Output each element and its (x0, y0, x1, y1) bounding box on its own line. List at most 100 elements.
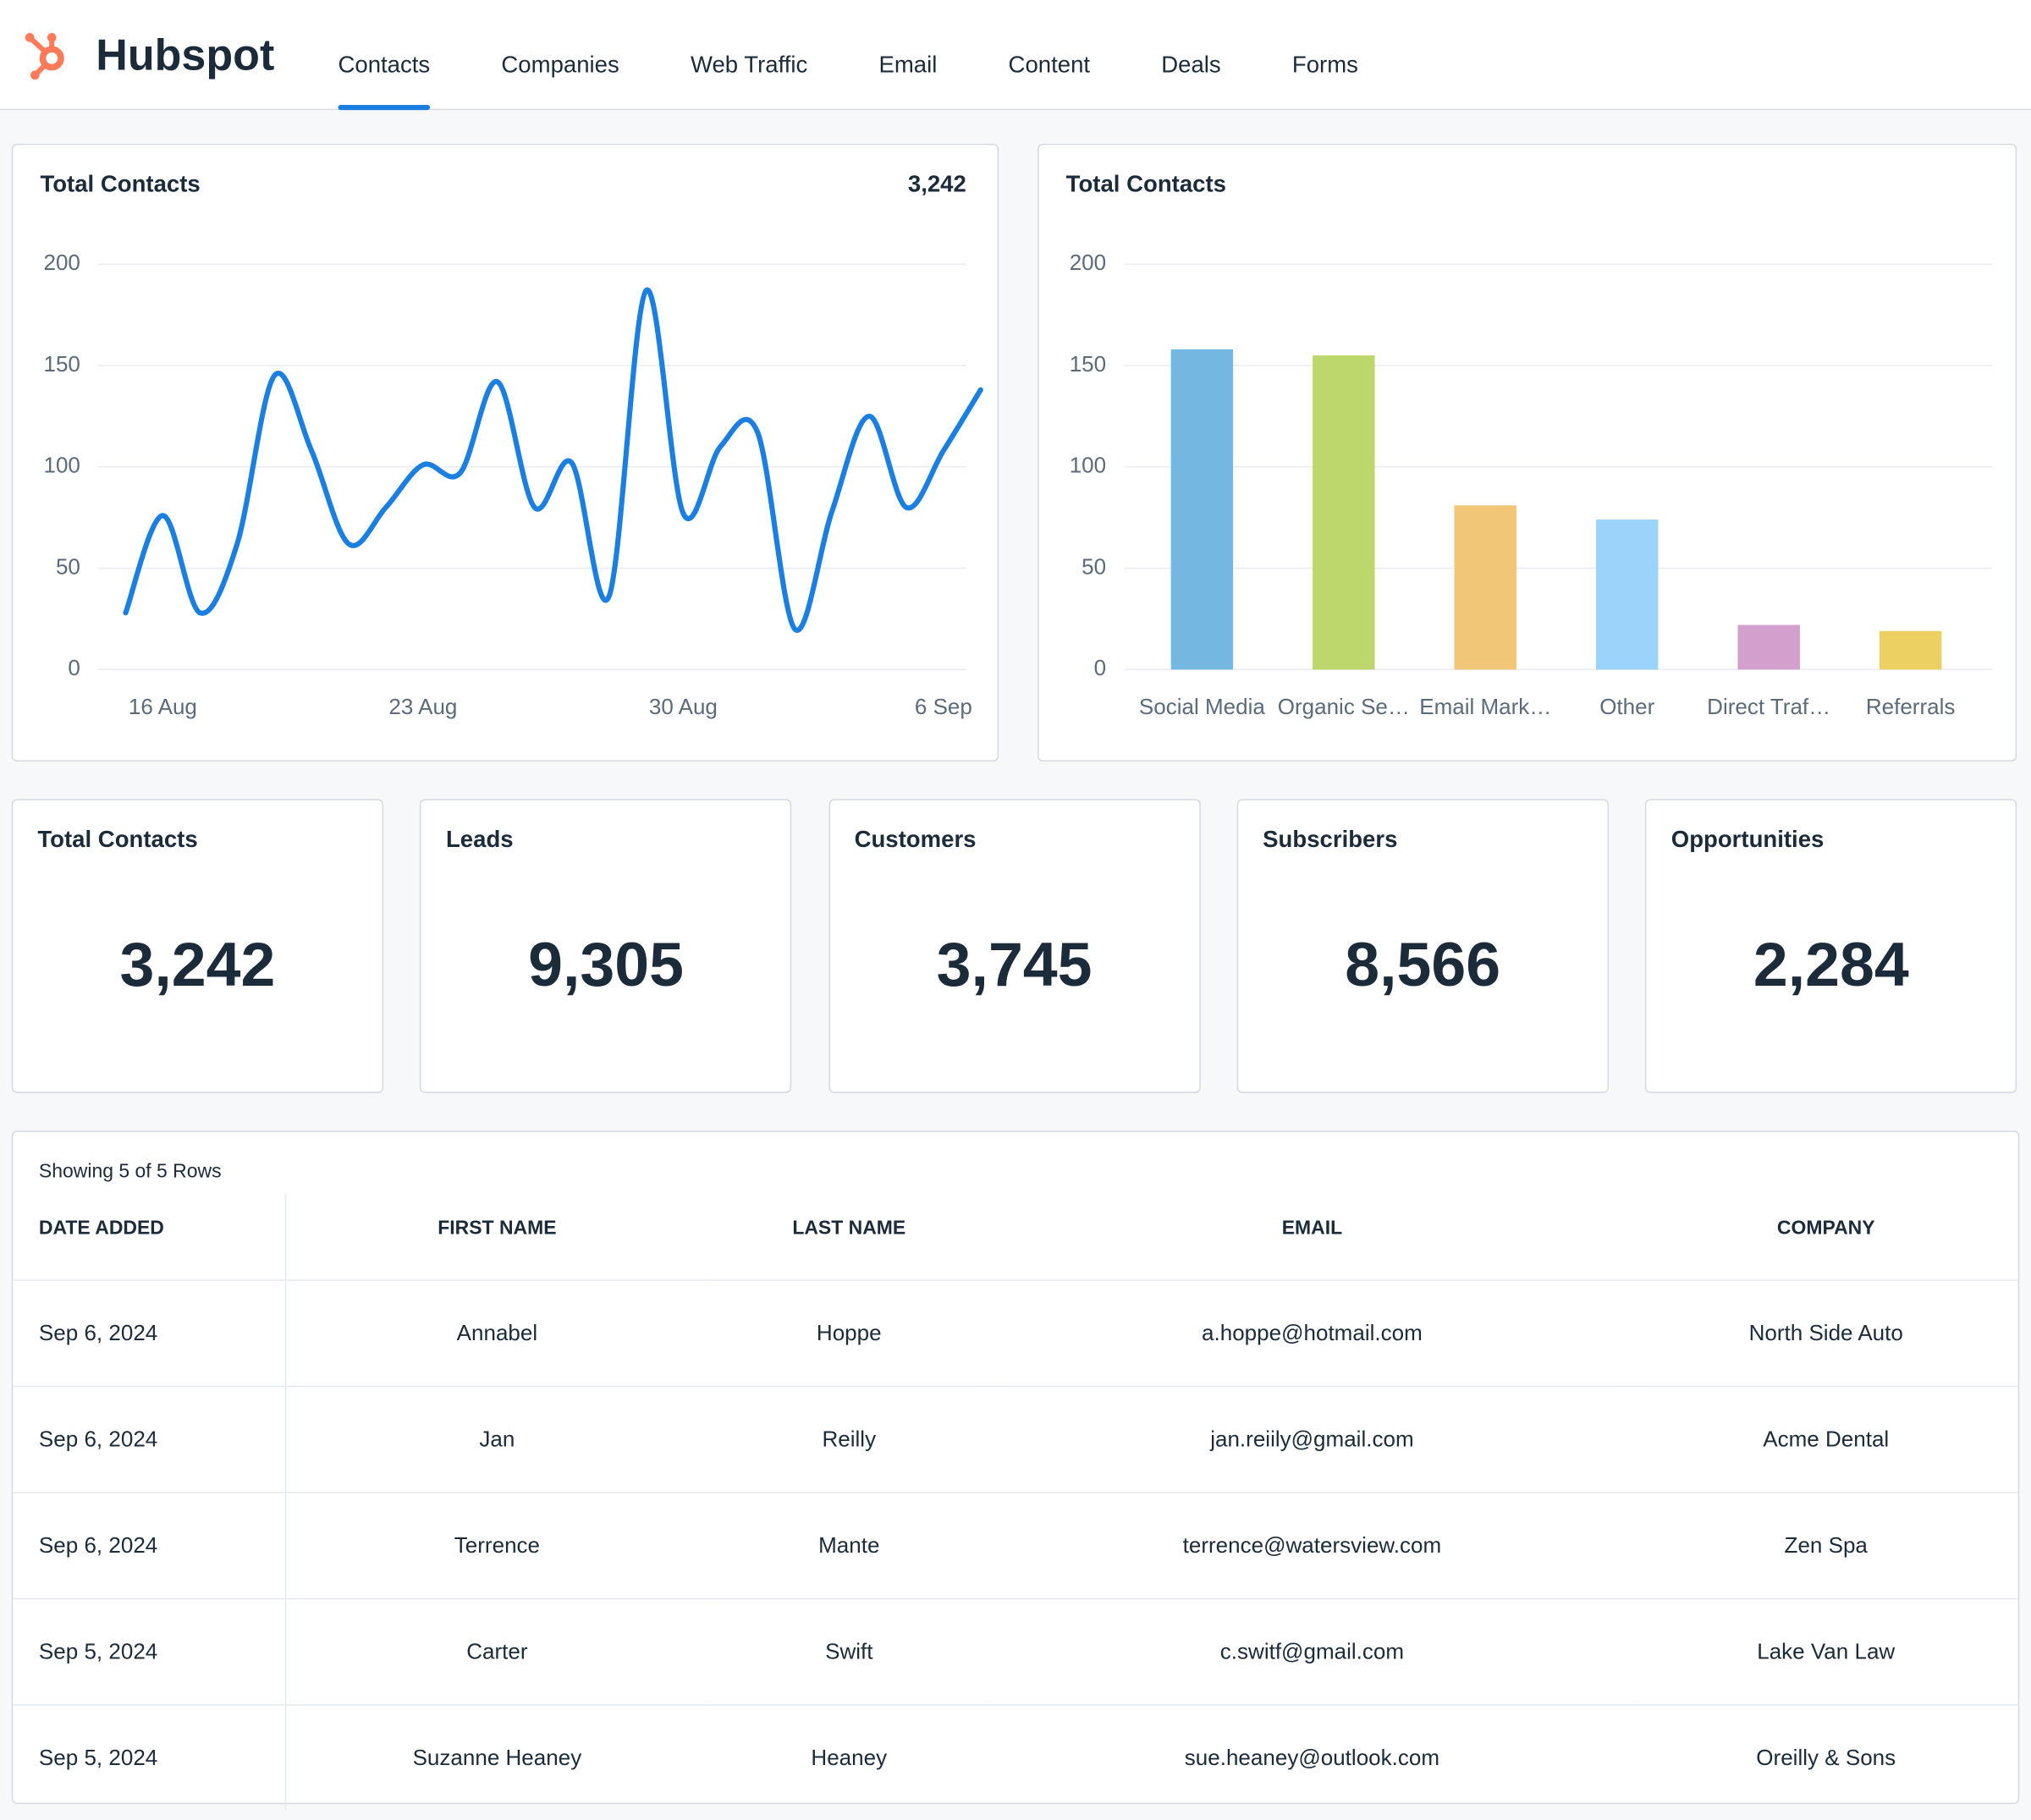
kpi-label: Leads (445, 826, 514, 853)
table-cell: Sep 6, 2024 (13, 1492, 287, 1599)
bar (1596, 520, 1659, 670)
table-cell: Oreilly & Sons (1633, 1704, 2018, 1811)
table-cell: Zen Spa (1633, 1492, 2018, 1599)
x-tick-label: 30 Aug (649, 694, 718, 719)
table-cell: Swift (707, 1597, 991, 1706)
bar (1737, 624, 1800, 670)
table-cell: sue.heaney@outlook.com (990, 1704, 1634, 1811)
column-header: EMAIL (1281, 1217, 1343, 1240)
kpi-value: 3,745 (936, 931, 1093, 1000)
chart-title: Total Contacts (40, 171, 201, 197)
kpi-value: 8,566 (1345, 931, 1501, 1000)
table-caption: Showing 5 of 5 Rows (38, 1160, 222, 1183)
x-tick-label: 23 Aug (388, 694, 457, 719)
nav-tab[interactable]: Contacts (338, 0, 431, 111)
line-chart-card: 0 50 100 150 200 16 Aug 23 Aug 30 Aug 6 Sep Tota… (11, 143, 999, 762)
table-header: DATE ADDED FIRST NAME LAST NAME EMAIL COMPAN… (13, 1194, 2017, 1280)
top-nav: Hubspot Contacts Companies Web Traffic Emai… (0, 0, 2031, 111)
y-tick-label: 50 (56, 553, 80, 579)
y-tick-label: 200 (1070, 250, 1106, 275)
table-row: Sep 5, 2024 Carter Swift c.switf@gmail.com L… (13, 1597, 2018, 1706)
table-cell: Sep 6, 2024 (13, 1385, 287, 1493)
nav-tab[interactable]: Content (1008, 52, 1091, 78)
column-header: LAST NAME (792, 1217, 906, 1240)
table-cell: North Side Auto (1633, 1279, 2018, 1387)
table-cell: Sep 5, 2024 (13, 1597, 287, 1706)
bar-chart-card: 0 50 100 150 200 Social Media Organic Se… Email… (1038, 143, 2017, 762)
nav-tab[interactable]: Deals (1161, 52, 1221, 78)
table-cell: jan.reiily@gmail.com (990, 1385, 1634, 1493)
table-cell: terrence@watersview.com (990, 1492, 1634, 1599)
kpi-card: Leads 9,305 (420, 799, 792, 1093)
x-tick-label: Other (1599, 694, 1654, 719)
nav-tab[interactable]: Forms (1291, 52, 1358, 78)
kpi-value: 9,305 (528, 931, 684, 1000)
logo (25, 33, 64, 80)
x-tick-label: Referrals (1866, 694, 1956, 719)
table-cell: Terrence (285, 1492, 708, 1599)
chart: 0 50 100 150 200 16 Aug 23 Aug 30 Aug 6 Sep (43, 250, 983, 719)
bar (1313, 355, 1375, 670)
x-tick-label: Organic Se… (1278, 694, 1410, 719)
table-cell: Jan (285, 1385, 708, 1493)
table-cell: a.hoppe@hotmail.com (990, 1279, 1634, 1387)
table-cell: c.switf@gmail.com (990, 1597, 1634, 1706)
kpi-label: Customers (854, 826, 977, 853)
contacts-table: DATE ADDED FIRST NAME LAST NAME EMAIL COMPAN… (13, 1194, 2018, 1811)
kpi-label: Subscribers (1263, 826, 1398, 853)
y-tick-label: 100 (43, 453, 80, 478)
bar (1170, 349, 1234, 670)
kpi-card: Total Contacts 3,242 (11, 799, 384, 1093)
kpi-card: Customers 3,745 (828, 799, 1201, 1093)
y-tick-label: 150 (1070, 351, 1106, 377)
table-cell: Sep 5, 2024 (13, 1704, 287, 1811)
table-cell: Acme Dental (1633, 1385, 2018, 1493)
x-tick-label: 16 Aug (129, 694, 197, 719)
nav-tab[interactable]: Companies (501, 52, 619, 78)
table-row: Sep 6, 2024 Jan Reilly jan.reiily@gmail.com… (13, 1385, 2018, 1493)
y-tick-label: 100 (1070, 453, 1106, 478)
column-header: COMPANY (1776, 1217, 1875, 1240)
chart: 0 50 100 150 200 Social Media Organic Se… Email… (1070, 250, 1993, 719)
table-cell: Carter (285, 1597, 708, 1706)
table-card: Showing 5 of 5 Rows DATE ADDED FIRST NAME… (11, 1130, 2020, 1811)
table-row: Sep 6, 2024 Terrence Mante terrence@watersv… (13, 1492, 2018, 1599)
x-tick-label: Social Media (1139, 694, 1265, 719)
table-cell: Hoppe (707, 1279, 991, 1387)
x-tick-label: 6 Sep (915, 694, 972, 719)
table-cell: Suzanne Heaney (285, 1704, 708, 1811)
brand: Hubspot (96, 30, 275, 80)
table-cell: Heaney (707, 1704, 991, 1811)
y-tick-label: 150 (43, 351, 80, 377)
table-cell: Annabel (285, 1279, 708, 1387)
kpi-label: Opportunities (1670, 826, 1825, 853)
x-tick-label: Direct Traf… (1707, 694, 1830, 719)
chart-title: Total Contacts (1065, 171, 1226, 197)
x-tick-label: Email Mark… (1419, 694, 1551, 719)
table-cell: Reilly (707, 1385, 991, 1493)
nav-tab[interactable]: Web Traffic (690, 52, 808, 78)
column-header: DATE ADDED (13, 1194, 287, 1280)
y-tick-label: 200 (43, 250, 80, 275)
kpi-card: Opportunities 2,284 (1645, 799, 2017, 1093)
table-cell: Sep 6, 2024 (13, 1279, 287, 1387)
tabs: Contacts Companies Web Traffic Email Content… (338, 0, 1429, 111)
bar (1454, 505, 1517, 670)
y-tick-label: 0 (1094, 655, 1106, 680)
line-series (123, 287, 983, 633)
kpi-label: Total Contacts (37, 826, 198, 853)
table-cell: Lake Van Law (1633, 1597, 2018, 1706)
kpi-value: 3,242 (119, 931, 276, 1000)
table-body: Sep 6, 2024 Annabel Hoppe a.hoppe@hotmail.c… (13, 1279, 2018, 1811)
chart-summary: 3,242 (907, 171, 966, 197)
table-row: Sep 5, 2024 Suzanne Heaney Heaney sue.heane… (13, 1704, 2018, 1811)
table-row: Sep 6, 2024 Annabel Hoppe a.hoppe@hotmail.c… (13, 1279, 2018, 1387)
kpi-value: 2,284 (1753, 931, 1909, 1000)
table-cell: Mante (707, 1492, 991, 1599)
y-tick-label: 50 (1082, 553, 1106, 579)
column-header: FIRST NAME (438, 1217, 557, 1240)
y-tick-label: 0 (68, 655, 80, 680)
nav-tab[interactable]: Email (878, 52, 938, 78)
